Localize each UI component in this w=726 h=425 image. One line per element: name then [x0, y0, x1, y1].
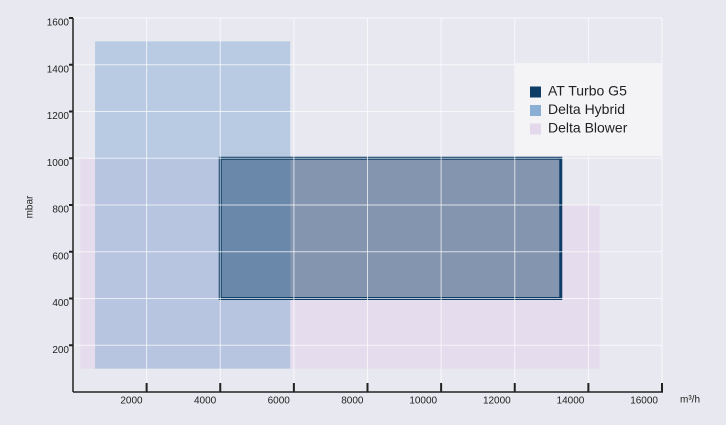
y-tick-label: 400	[52, 298, 69, 309]
y-axis-label: mbar	[25, 195, 36, 218]
x-tick-label: 16000	[630, 396, 658, 407]
x-tick-label: 8000	[341, 396, 364, 407]
x-tick-label: 4000	[194, 396, 217, 407]
x-tick-label: 6000	[268, 396, 291, 407]
y-tick-label: 600	[52, 251, 69, 262]
x-axis-label: m³/h	[680, 395, 700, 406]
x-tick-label: 14000	[557, 396, 585, 407]
legend: AT Turbo G5 Delta Hybrid Delta Blower	[515, 63, 662, 156]
x-tick-label: 10000	[409, 396, 437, 407]
y-tick-label: 1400	[47, 64, 70, 75]
range-area	[218, 156, 563, 300]
y-tick-label: 800	[52, 205, 69, 216]
legend-swatch	[530, 105, 541, 116]
y-tick-label: 1000	[47, 158, 70, 169]
y-tick-label: 200	[52, 345, 69, 356]
x-tick-label: 12000	[483, 396, 511, 407]
legend-label: Delta Blower	[548, 120, 628, 136]
legend-label: AT Turbo G5	[548, 83, 627, 99]
y-tick-label: 1600	[47, 18, 70, 29]
legend-label: Delta Hybrid	[548, 101, 625, 117]
legend-swatch	[530, 86, 541, 98]
x-tick-label: 2000	[120, 396, 143, 407]
y-tick-label: 1200	[47, 111, 70, 122]
legend-swatch	[530, 123, 541, 135]
